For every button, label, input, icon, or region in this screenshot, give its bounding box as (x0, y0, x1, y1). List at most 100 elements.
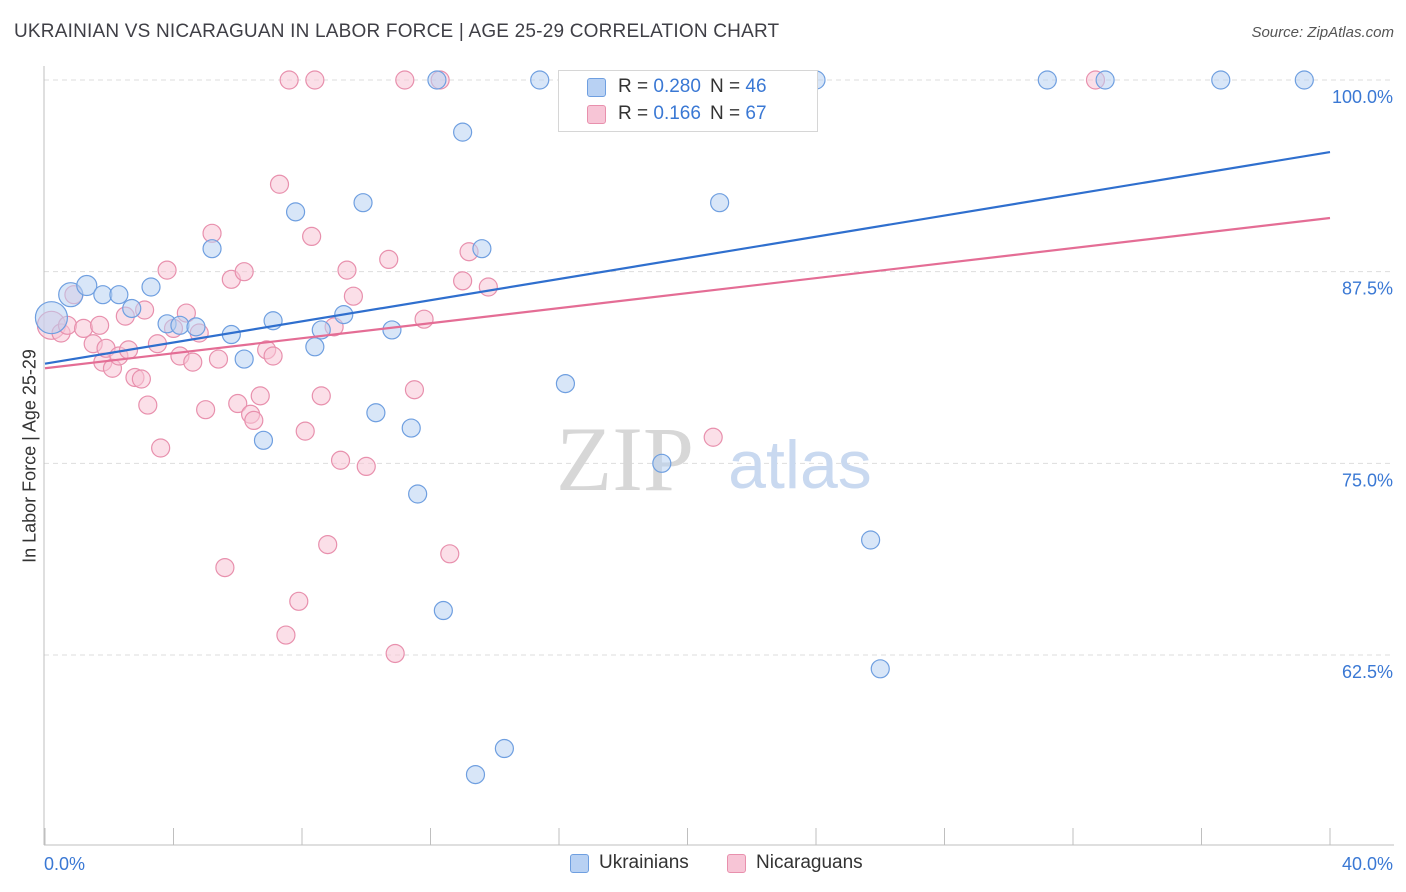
trend-lines (44, 150, 1331, 370)
data-point-ukrainians (253, 430, 274, 450)
data-point-nicaraguans (90, 315, 110, 335)
data-point-nicaraguans (395, 70, 415, 90)
data-point-ukrainians (530, 70, 550, 90)
trend-line-nicaraguans (44, 216, 1331, 370)
data-point-ukrainians (710, 193, 730, 213)
data-point-ukrainians (408, 484, 428, 504)
source-credit: Source: ZipAtlas.com (1251, 24, 1394, 41)
data-point-ukrainians (1211, 70, 1231, 90)
data-point-ukrainians (433, 600, 453, 621)
data-point-nicaraguans (151, 438, 171, 458)
gridlines (44, 79, 1394, 656)
r-value: 0.166 (653, 103, 701, 124)
data-point-ukrainians (1294, 70, 1314, 90)
x-tick-label: 0.0% (44, 854, 85, 874)
n-label: N = (710, 103, 741, 124)
data-point-nicaraguans (330, 450, 351, 470)
data-point-nicaraguans (295, 421, 315, 441)
data-point-ukrainians (122, 298, 142, 319)
data-point-nicaraguans (73, 318, 94, 338)
data-point-ukrainians (93, 285, 113, 305)
data-point-nicaraguans (263, 346, 283, 366)
data-point-nicaraguans (453, 271, 473, 291)
data-point-ukrainians (109, 285, 129, 305)
x-tick-label: 40.0% (1342, 854, 1393, 874)
y-axis-label: In Labor Force | Age 25-29 (19, 349, 40, 563)
data-point-ukrainians (401, 418, 421, 438)
legend-swatch-pink (587, 104, 606, 124)
data-point-nicaraguans (440, 544, 460, 564)
data-point-ukrainians (453, 122, 473, 142)
data-point-ukrainians (234, 349, 254, 369)
data-point-nicaraguans (337, 260, 357, 280)
data-point-nicaraguans (228, 393, 248, 414)
data-point-ukrainians (186, 317, 206, 337)
data-point-nicaraguans (279, 70, 299, 90)
legend-row-nicaraguans: R = 0.166 N = 67 (559, 101, 767, 127)
watermark-atlas: atlas (728, 427, 872, 503)
data-point-nicaraguans (379, 249, 399, 269)
data-point-nicaraguans (385, 643, 405, 664)
data-point-nicaraguans (196, 400, 216, 420)
data-point-ukrainians (427, 70, 447, 90)
data-point-nicaraguans (250, 386, 270, 406)
n-value: 46 (745, 76, 767, 97)
data-points (34, 70, 1314, 785)
data-point-ukrainians (1095, 70, 1115, 90)
data-point-ukrainians (555, 374, 576, 394)
r-label: R = (618, 76, 649, 97)
n-value: 67 (745, 103, 767, 124)
watermark-zip: ZIP (556, 408, 694, 510)
data-point-nicaraguans (305, 70, 325, 90)
data-point-nicaraguans (215, 557, 235, 578)
data-point-ukrainians (1037, 70, 1057, 90)
data-point-nicaraguans (356, 456, 376, 476)
data-point-nicaraguans (208, 349, 229, 369)
stats-legend: R = 0.280 N = 46 R = 0.166 N = 67 (558, 70, 818, 132)
data-point-nicaraguans (318, 534, 338, 555)
data-point-nicaraguans (157, 260, 177, 280)
data-point-nicaraguans (343, 286, 363, 306)
data-point-nicaraguans (269, 174, 290, 194)
data-point-ukrainians (353, 193, 373, 213)
data-point-ukrainians (305, 337, 325, 357)
data-point-ukrainians (472, 239, 492, 259)
data-point-ukrainians (366, 403, 386, 423)
y-tick-label: 75.0% (1342, 470, 1393, 490)
data-point-nicaraguans (131, 369, 151, 389)
data-point-nicaraguans (302, 226, 322, 246)
data-point-nicaraguans (244, 410, 264, 430)
data-point-ukrainians (870, 659, 890, 679)
series-name: Nicaraguans (756, 852, 863, 873)
chart-title: UKRAINIAN VS NICARAGUAN IN LABOR FORCE |… (14, 21, 780, 42)
trend-line-ukrainians (44, 150, 1331, 365)
data-point-ukrainians (202, 239, 222, 259)
data-point-ukrainians (76, 274, 98, 297)
r-label: R = (618, 103, 649, 124)
tick-labels: 62.5% 75.0% 87.5% 100.0% 0.0% 40.0% (44, 87, 1393, 874)
data-point-nicaraguans (234, 262, 254, 282)
watermark: ZIP atlas (556, 408, 872, 510)
series-legend-nicaraguans: Nicaraguans (727, 852, 863, 874)
n-label: N = (710, 76, 741, 97)
data-point-ukrainians (285, 202, 306, 222)
y-tick-label: 100.0% (1332, 87, 1393, 107)
axes (43, 66, 1394, 846)
data-point-nicaraguans (276, 625, 296, 645)
legend-swatch-blue (587, 77, 606, 97)
data-point-ukrainians (34, 301, 69, 335)
data-point-nicaraguans (478, 277, 498, 297)
legend-row-ukrainians: R = 0.280 N = 46 (559, 74, 767, 100)
data-point-nicaraguans (311, 386, 331, 406)
data-point-ukrainians (465, 764, 486, 785)
data-point-nicaraguans (289, 591, 309, 611)
data-point-nicaraguans (703, 427, 723, 447)
y-tick-label: 87.5% (1342, 279, 1393, 299)
data-point-ukrainians (494, 738, 514, 759)
data-point-nicaraguans (183, 352, 203, 372)
r-value: 0.280 (653, 76, 701, 97)
data-point-nicaraguans (404, 380, 425, 400)
data-point-ukrainians (382, 320, 402, 340)
series-swatch-blue (570, 853, 589, 873)
